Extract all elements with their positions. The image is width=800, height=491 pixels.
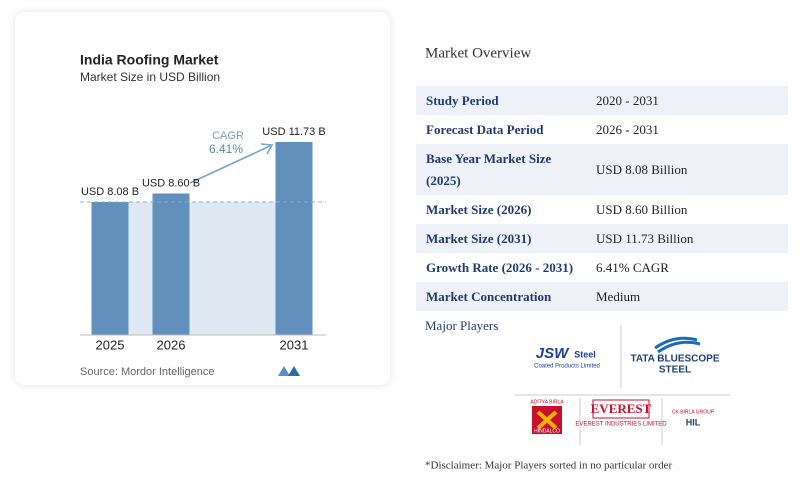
value-label: USD 11.73 B bbox=[262, 126, 325, 138]
cagr-arrow-head bbox=[260, 143, 274, 155]
value-label: USD 8.60 B bbox=[142, 177, 200, 189]
row-label: Market Size (2031) bbox=[426, 230, 532, 246]
overview-row: Market Size (2026) USD 8.60 Billion bbox=[416, 195, 788, 224]
logo-text: STEEL bbox=[659, 365, 691, 376]
row-value: 2020 - 2031 bbox=[596, 92, 659, 108]
source-logo bbox=[278, 366, 300, 376]
logo-shape bbox=[536, 410, 558, 430]
logo-text: HIL bbox=[686, 417, 701, 427]
logo-text: CK BIRLA GROUP bbox=[672, 409, 715, 415]
logo-text: EVEREST INDUSTRIES LIMITED bbox=[575, 422, 667, 428]
logo-text: JSW bbox=[536, 345, 570, 362]
logo-text: Coated Products Limited bbox=[534, 364, 600, 370]
overview-row: Market Size (2031) USD 11.73 Billion bbox=[416, 224, 788, 253]
value-label: USD 8.08 B bbox=[81, 186, 139, 198]
bar bbox=[91, 202, 129, 335]
logo-everest: EVEREST EVEREST INDUSTRIES LIMITED bbox=[575, 399, 667, 428]
row-value: Medium bbox=[596, 288, 641, 304]
annotation-value: 6.41% bbox=[209, 142, 243, 156]
cagr-arrow bbox=[189, 145, 271, 184]
row-label: Market Size (2026) bbox=[426, 201, 532, 217]
row-value: 2026 - 2031 bbox=[596, 121, 659, 137]
logo-dividers bbox=[515, 325, 730, 445]
x-tick-label: 2031 bbox=[280, 337, 309, 352]
logo-shape bbox=[654, 336, 701, 354]
chart-subtitle: Market Size in USD Billion bbox=[80, 70, 220, 84]
logo-hil: CK BIRLA GROUP HIL bbox=[672, 409, 715, 427]
row-label: Study Period bbox=[426, 92, 499, 108]
overview-row: Growth Rate (2026 - 2031) 6.41% CAGR bbox=[416, 253, 788, 282]
row-value: USD 8.08 Billion bbox=[596, 161, 688, 177]
overview-row: Market Concentration Medium bbox=[416, 282, 788, 311]
overview-row: Forecast Data Period 2026 - 2031 bbox=[416, 115, 788, 144]
logo-text: TATA BLUESCOPE bbox=[630, 354, 719, 365]
bar bbox=[275, 142, 313, 335]
row-value: USD 8.60 Billion bbox=[596, 201, 688, 217]
bar bbox=[152, 193, 190, 335]
annotation-label: CAGR bbox=[212, 130, 244, 142]
overview-row: Base Year Market Size (2025) USD 8.08 Bil… bbox=[416, 144, 788, 195]
disclaimer: *Disclaimer: Major Players sorted in no … bbox=[425, 460, 672, 472]
logo-text: Steel bbox=[574, 349, 596, 359]
x-tick-label: 2025 bbox=[96, 337, 125, 352]
row-value: 6.41% CAGR bbox=[596, 259, 669, 275]
chart-title: India Roofing Market bbox=[80, 52, 219, 68]
logo-text: EVEREST bbox=[591, 401, 652, 416]
x-tick-label: 2026 bbox=[157, 337, 186, 352]
logo-hindalco: ADITYA BIRLA HINDALCO bbox=[530, 399, 564, 434]
logo-shape bbox=[592, 399, 650, 419]
row-label: Market Concentration bbox=[426, 288, 552, 304]
logo-text: HINDALCO bbox=[534, 428, 560, 434]
overview-title: Market Overview bbox=[425, 45, 531, 61]
overview-table: Study Period 2020 - 2031 Forecast Data Per… bbox=[416, 86, 788, 311]
row-label: Forecast Data Period bbox=[426, 121, 544, 137]
players-title: Major Players bbox=[425, 318, 498, 333]
row-label: Growth Rate (2026 - 2031) bbox=[426, 259, 574, 275]
logo-text: ADITYA BIRLA bbox=[530, 399, 564, 405]
logo-jsw: JSW Steel Coated Products Limited bbox=[534, 345, 600, 370]
row-value: USD 11.73 Billion bbox=[596, 230, 694, 246]
source: Source: Mordor Intelligence bbox=[80, 366, 215, 378]
row-label: Base Year Market Size (2025) bbox=[426, 150, 552, 188]
overview-row: Study Period 2020 - 2031 bbox=[416, 86, 788, 115]
